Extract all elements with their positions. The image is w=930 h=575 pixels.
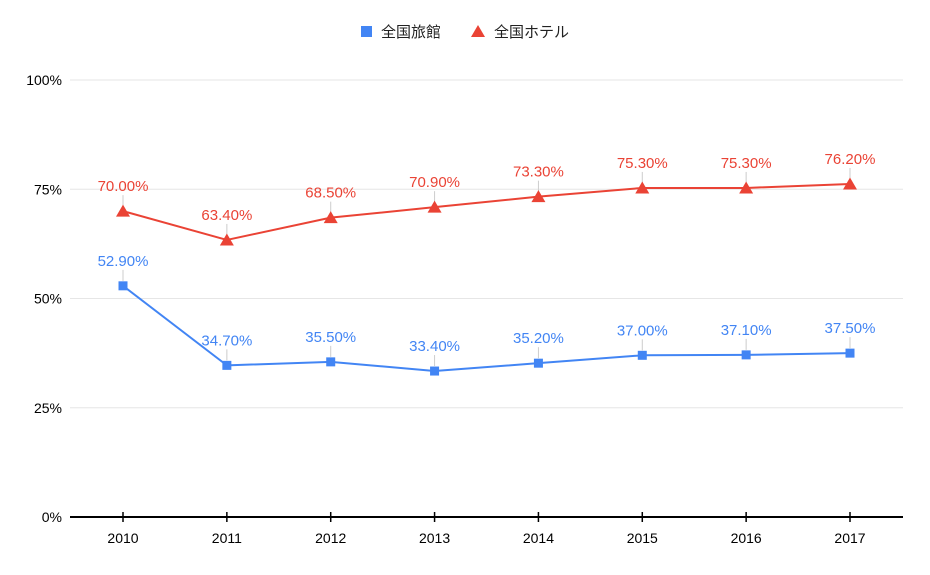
legend-item-label: 全国旅館 — [380, 23, 441, 41]
data-point-label-zenkoku-ryokan: 37.10% — [721, 322, 772, 339]
x-axis-tick-label: 2016 — [731, 530, 762, 546]
data-point-label-zenkoku-hotel: 70.00% — [98, 178, 149, 195]
data-point-label-zenkoku-ryokan: 52.90% — [98, 253, 149, 270]
data-point-triangle-marker-zenkoku-hotel — [427, 200, 442, 213]
data-point-triangle-marker-zenkoku-hotel — [219, 233, 234, 246]
data-point-square-marker-zenkoku-ryokan — [637, 350, 647, 360]
data-point-square-marker-zenkoku-ryokan — [533, 358, 543, 368]
legend-item-label: 全国ホテル — [494, 23, 570, 41]
series-line-zenkoku-hotel — [122, 183, 851, 241]
data-point-square-marker-zenkoku-ryokan — [430, 366, 440, 376]
legend-triangle-marker-icon — [471, 25, 485, 37]
y-axis-tick-label: 25% — [34, 400, 62, 416]
data-point-triangle-marker-zenkoku-hotel — [842, 177, 857, 190]
data-point-triangle-marker-zenkoku-hotel — [635, 181, 650, 194]
legend-square-marker-icon — [360, 25, 372, 37]
data-point-square-marker-zenkoku-ryokan — [845, 348, 855, 358]
data-point-label-zenkoku-hotel: 70.90% — [409, 174, 460, 191]
x-axis-tick-label: 2014 — [523, 530, 554, 546]
data-point-triangle-marker-zenkoku-hotel — [116, 204, 130, 217]
y-axis-tick-label: 75% — [34, 181, 62, 197]
chart-legend: 全国旅館 全国ホテル — [0, 0, 930, 62]
data-point-square-marker-zenkoku-ryokan — [118, 281, 128, 291]
x-axis-tick-label: 2017 — [834, 530, 865, 546]
data-point-label-zenkoku-hotel: 75.30% — [721, 155, 772, 172]
data-point-label-zenkoku-hotel: 68.50% — [305, 185, 356, 202]
data-point-label-zenkoku-hotel: 63.40% — [201, 207, 252, 224]
x-axis-tick-label: 2011 — [212, 530, 242, 546]
y-axis-tick-label: 100% — [26, 72, 62, 88]
data-point-triangle-marker-zenkoku-hotel — [323, 211, 338, 224]
x-axis-tick-label: 2015 — [627, 530, 658, 546]
data-point-label-zenkoku-ryokan: 35.50% — [305, 329, 356, 346]
x-axis-tick-label: 2012 — [315, 530, 346, 546]
data-point-label-zenkoku-hotel: 76.20% — [825, 151, 876, 168]
data-point-label-zenkoku-ryokan: 35.20% — [513, 330, 564, 347]
legend-item-zenkoku-ryokan[interactable]: 全国旅館 — [360, 21, 441, 42]
data-point-label-zenkoku-ryokan: 33.40% — [409, 338, 460, 355]
data-point-square-marker-zenkoku-ryokan — [222, 360, 232, 370]
legend-item-zenkoku-hotel[interactable]: 全国ホテル — [471, 21, 569, 42]
data-point-label-zenkoku-ryokan: 34.70% — [201, 332, 252, 349]
data-point-label-zenkoku-ryokan: 37.00% — [617, 322, 668, 339]
y-axis-tick-label: 0% — [42, 509, 62, 525]
data-point-triangle-marker-zenkoku-hotel — [739, 181, 754, 194]
data-point-square-marker-zenkoku-ryokan — [741, 350, 751, 360]
data-point-label-zenkoku-hotel: 75.30% — [617, 155, 668, 172]
series-line-zenkoku-ryokan — [122, 285, 851, 373]
data-point-triangle-marker-zenkoku-hotel — [531, 190, 546, 203]
data-point-label-zenkoku-hotel: 73.30% — [513, 164, 564, 181]
data-point-square-marker-zenkoku-ryokan — [326, 357, 336, 367]
x-axis-tick-label: 2013 — [419, 530, 450, 546]
data-point-label-zenkoku-ryokan: 37.50% — [825, 320, 876, 337]
x-axis-tick-label: 2010 — [107, 530, 138, 546]
y-axis-tick-label: 50% — [34, 291, 62, 307]
